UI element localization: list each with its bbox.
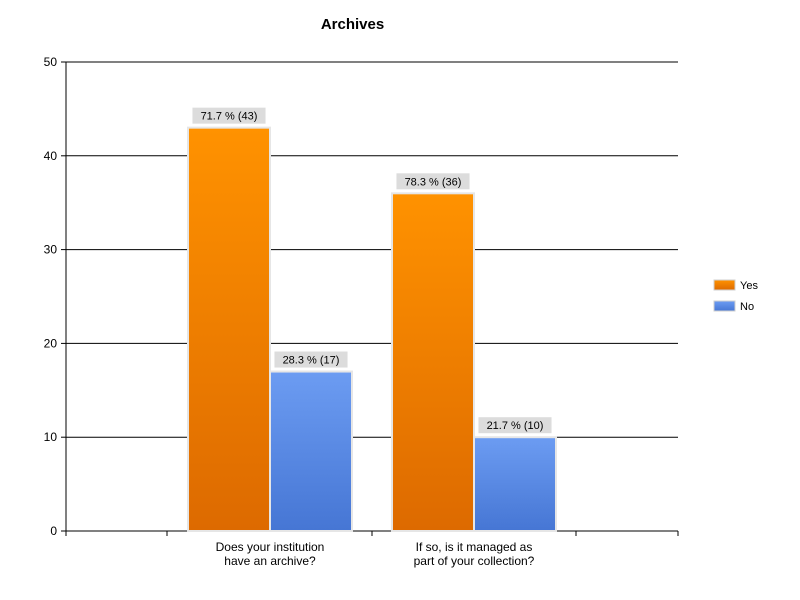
category-label: If so, is it managed as — [416, 540, 533, 554]
gridlines — [66, 61, 678, 438]
y-tick-label: 10 — [44, 430, 58, 444]
legend-swatch-no — [713, 300, 736, 312]
data-labels: 71.7 % (43) 28.3 % (17) 78.3 % (36) 21.7 % … — [192, 107, 552, 434]
bar-yes-1 — [391, 192, 475, 532]
legend-swatch-yes — [713, 279, 736, 291]
y-tick-label: 20 — [44, 336, 58, 350]
data-label: 78.3 % (36) — [405, 176, 462, 188]
bar-no-1 — [473, 436, 557, 533]
bar-yes-0 — [187, 126, 271, 532]
data-label-bg — [478, 417, 552, 434]
legend: Yes No — [713, 279, 758, 313]
y-tick-label: 30 — [44, 243, 58, 257]
category-label: have an archive? — [224, 554, 316, 568]
legend-label-no: No — [740, 301, 754, 313]
data-label-bg — [192, 107, 266, 124]
data-label: 21.7 % (10) — [487, 420, 544, 432]
data-label-bg — [274, 351, 348, 368]
y-tick-label: 50 — [44, 55, 58, 69]
chart-title: Archives — [320, 16, 385, 33]
category-label: part of your collection? — [414, 554, 535, 568]
legend-label-yes: Yes — [740, 280, 758, 292]
data-label: 28.3 % (17) — [283, 355, 340, 367]
y-tick-label: 0 — [50, 524, 57, 538]
y-tick-label: 40 — [44, 149, 58, 163]
bars — [187, 126, 557, 533]
data-label-bg — [396, 173, 470, 190]
category-label: Does your institution — [216, 540, 325, 554]
bar-no-0 — [269, 370, 353, 533]
data-label: 71.7 % (43) — [201, 111, 258, 123]
